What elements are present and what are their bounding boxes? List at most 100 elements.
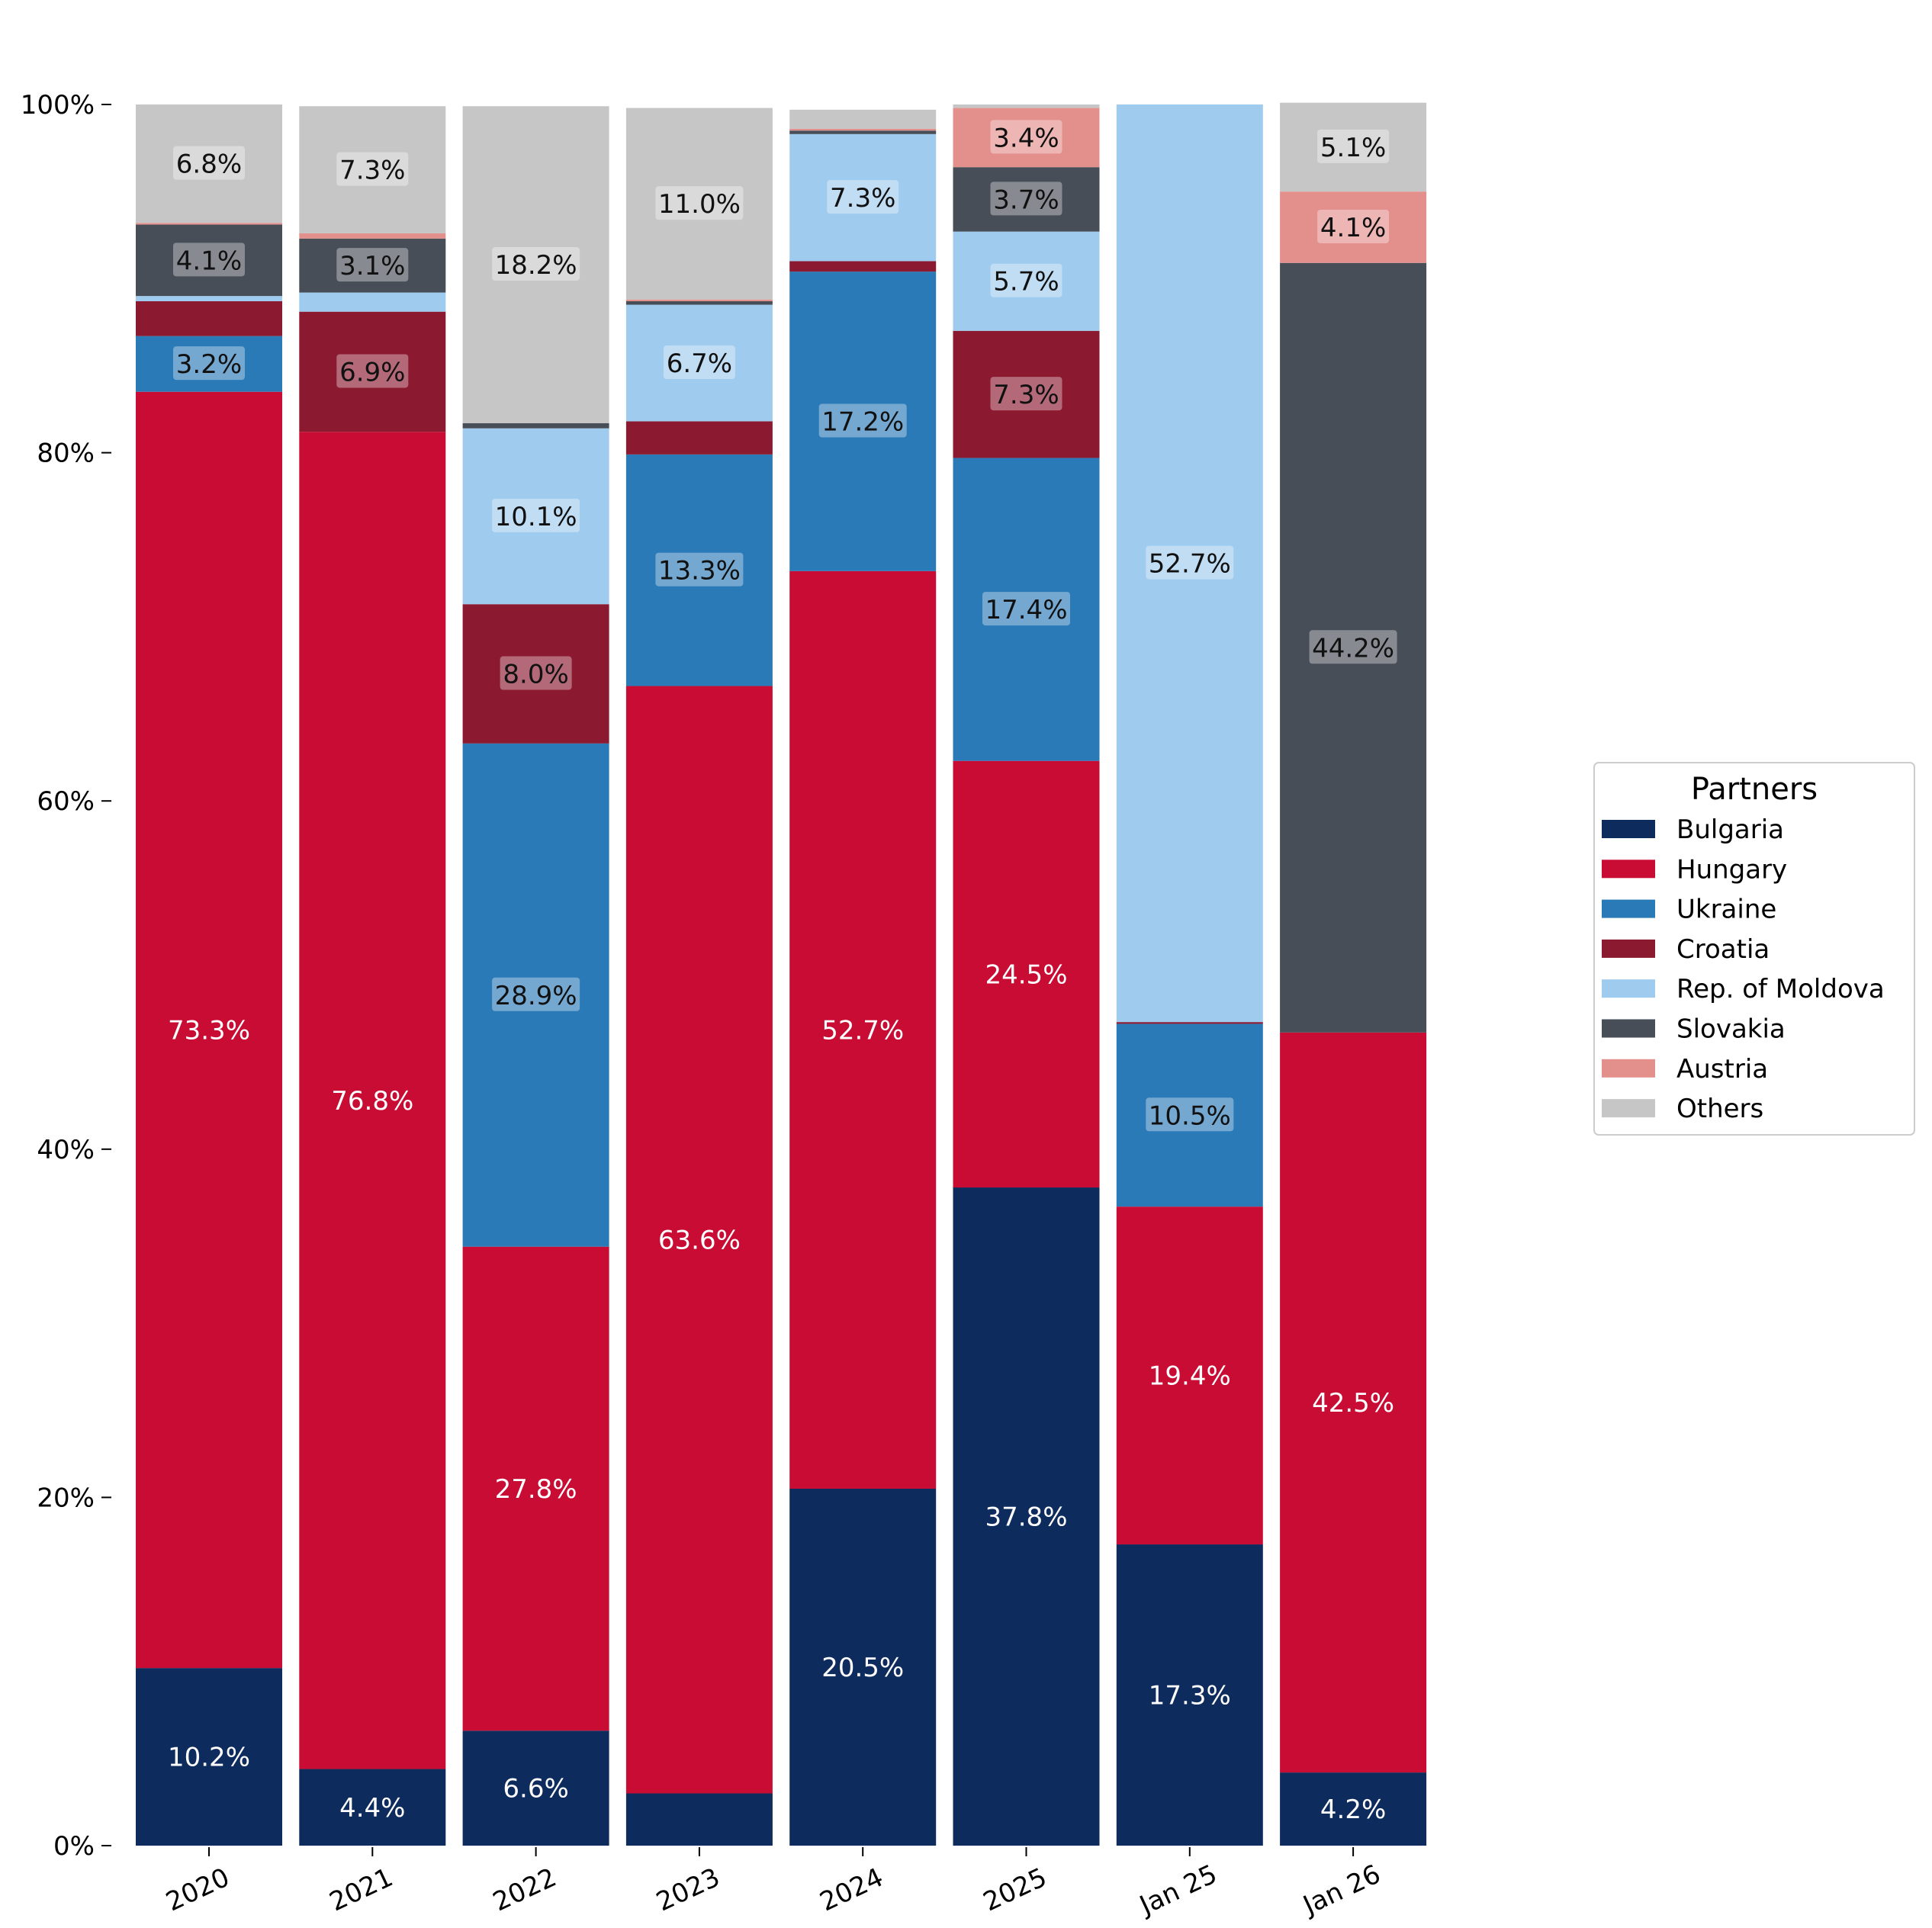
data-label: 24.5% <box>985 959 1067 990</box>
data-label-box <box>990 377 1062 411</box>
bar-segment-slovakia <box>136 224 282 297</box>
data-label: 11.0% <box>658 189 741 220</box>
x-axis: 2020 2021 2022 2023 2024 2025 Jan 25 Jan 26 <box>162 1847 1385 1922</box>
data-label-box <box>1146 1097 1234 1132</box>
data-label: 8.0% <box>503 660 568 690</box>
data-label: 3.4% <box>993 123 1059 153</box>
legend-swatch <box>1602 820 1655 838</box>
x-tick-label: 2024 <box>815 1862 888 1918</box>
bar-segment-ukraine <box>136 336 282 392</box>
data-label-box <box>990 182 1062 216</box>
data-label-box <box>990 120 1062 154</box>
legend-swatch <box>1602 1019 1655 1038</box>
bar-segment-hungary <box>625 686 773 1794</box>
data-label-box <box>173 243 245 277</box>
data-label: 4.1% <box>176 246 242 276</box>
bar-segment-hungary <box>462 1246 609 1731</box>
data-label: 52.7% <box>821 1015 904 1046</box>
bar-segment-austria <box>136 223 282 225</box>
bar-segment-others <box>625 108 773 300</box>
data-label-box <box>1309 630 1397 664</box>
x-tick-label: Jan 25 <box>1134 1859 1222 1921</box>
data-label: 10.2% <box>168 1743 250 1773</box>
data-label-box <box>336 248 409 282</box>
data-label-box <box>982 592 1070 626</box>
data-label-box <box>336 152 409 186</box>
bar-segment-austria <box>299 233 446 239</box>
data-label-box <box>492 247 580 281</box>
data-label-box <box>655 186 744 220</box>
data-label: 6.6% <box>503 1774 568 1804</box>
x-tick-label: 2023 <box>652 1862 725 1918</box>
data-label: 7.3% <box>339 156 405 186</box>
legend-items: Bulgaria Hungary Ukraine Croatia Rep. of Mol… <box>1602 815 1885 1124</box>
data-label-box <box>492 498 580 532</box>
bar-segment-slovakia <box>1280 262 1427 1033</box>
data-label: 3.1% <box>339 251 405 281</box>
data-label-box <box>173 346 245 381</box>
bar-segment-bulgaria <box>625 1793 773 1846</box>
data-label: 17.3% <box>1149 1681 1231 1711</box>
data-label: 28.9% <box>495 981 577 1011</box>
bar-segment-austria <box>1280 191 1427 263</box>
x-tick-label: Jan 26 <box>1297 1859 1385 1921</box>
bar-segment-croatia <box>789 261 937 272</box>
bar-segment-hungary <box>1280 1032 1427 1773</box>
bar-segment-slovakia <box>299 238 446 293</box>
legend-swatch <box>1602 939 1655 958</box>
x-tick-label: 2021 <box>325 1862 397 1918</box>
bar-segment-others <box>1280 102 1427 192</box>
legend-label: Austria <box>1676 1054 1768 1084</box>
bar-segment-hungary <box>136 391 282 1669</box>
legend-swatch <box>1602 979 1655 998</box>
bar-segment-rep-of-moldova <box>462 428 609 605</box>
bar-segment-bulgaria <box>136 1668 282 1846</box>
bar-segment-croatia <box>1116 1022 1263 1024</box>
data-label: 37.8% <box>985 1502 1067 1533</box>
bar-segment-ukraine <box>953 458 1100 761</box>
bar-segment-slovakia <box>953 167 1100 232</box>
bar-segment-bulgaria <box>299 1769 446 1846</box>
bar-segment-croatia <box>136 300 282 336</box>
y-tick-label: 60% <box>37 786 95 817</box>
bar-segment-others <box>136 104 282 223</box>
bar-segment-croatia <box>953 330 1100 458</box>
data-label-box <box>663 345 735 380</box>
bar-segment-ukraine <box>462 743 609 1247</box>
bar-segment-austria <box>953 108 1100 168</box>
data-label-box <box>173 146 245 180</box>
legend-label: Ukraine <box>1676 895 1776 925</box>
legend-label: Slovakia <box>1676 1014 1786 1045</box>
bar-segment-slovakia <box>789 130 937 134</box>
legend-swatch <box>1602 860 1655 879</box>
bar-segment-others <box>953 104 1100 108</box>
data-label-box <box>818 403 907 438</box>
legend-label: Rep. of Moldova <box>1676 974 1885 1004</box>
data-label: 27.8% <box>495 1474 577 1505</box>
x-tick-label: 2020 <box>162 1862 234 1918</box>
data-label: 5.1% <box>1320 133 1386 163</box>
data-label-box <box>1317 209 1390 243</box>
data-label-box <box>1317 129 1390 163</box>
data-label: 19.4% <box>1149 1361 1231 1392</box>
bars: 10.2% 73.3% 3.2% 4.1% 6.8% 4.4% 76.8% 6.9% 3.1% 7… <box>136 102 1427 1846</box>
data-label: 73.3% <box>168 1015 250 1046</box>
bar-segment-slovakia <box>625 300 773 305</box>
data-label: 42.5% <box>1312 1388 1394 1419</box>
legend-swatch <box>1602 1099 1655 1118</box>
y-tick-label: 0% <box>53 1831 95 1862</box>
data-label: 3.2% <box>176 349 242 380</box>
data-label: 4.4% <box>339 1793 405 1824</box>
data-label-box <box>827 180 899 214</box>
data-label: 13.3% <box>658 556 741 586</box>
y-tick-label: 20% <box>37 1483 95 1513</box>
legend: Partners Bulgaria Hungary Ukraine Croatia Re… <box>1593 762 1915 1136</box>
y-tick-label: 80% <box>37 439 95 469</box>
y-axis: 0% 20% 40% 60% 80% 100% <box>21 90 111 1862</box>
legend-frame <box>1593 762 1915 1136</box>
bar-segment-others <box>299 106 446 233</box>
legend-swatch <box>1602 1059 1655 1078</box>
data-label-box <box>336 354 409 388</box>
y-tick-label: 40% <box>37 1135 95 1165</box>
